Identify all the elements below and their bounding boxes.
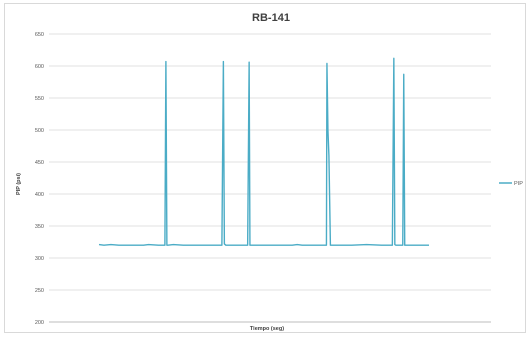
line-chart: RB-141 200 250 300 350 400 450 500 550 600 650 Ti… xyxy=(16,12,523,332)
gridlines xyxy=(49,33,491,291)
y-tick-label: 450 xyxy=(35,160,44,166)
chart-area: RB-141 200 250 300 350 400 450 500 550 600 650 Ti… xyxy=(4,3,526,333)
y-tick-label: 650 xyxy=(35,32,44,38)
chart-title: RB-141 xyxy=(252,12,290,24)
y-tick-label: 350 xyxy=(35,224,44,230)
x-axis-title: Tiempo (seg) xyxy=(250,326,284,332)
y-tick-label: 250 xyxy=(35,288,44,294)
series-line-pip xyxy=(98,57,430,246)
y-tick-label: 400 xyxy=(35,192,44,198)
legend: PIP xyxy=(499,181,523,187)
legend-label-pip: PIP xyxy=(514,181,523,187)
y-tick-label: 200 xyxy=(35,320,44,326)
y-tick-label: 550 xyxy=(35,96,44,102)
series-layer xyxy=(98,57,430,246)
y-tick-label: 500 xyxy=(35,128,44,134)
y-tick-label: 600 xyxy=(35,64,44,70)
y-axis-title: PIP (psi) xyxy=(16,173,22,195)
y-tick-label: 300 xyxy=(35,256,44,262)
y-axis-ticks: 200 250 300 350 400 450 500 550 600 650 xyxy=(35,32,44,326)
